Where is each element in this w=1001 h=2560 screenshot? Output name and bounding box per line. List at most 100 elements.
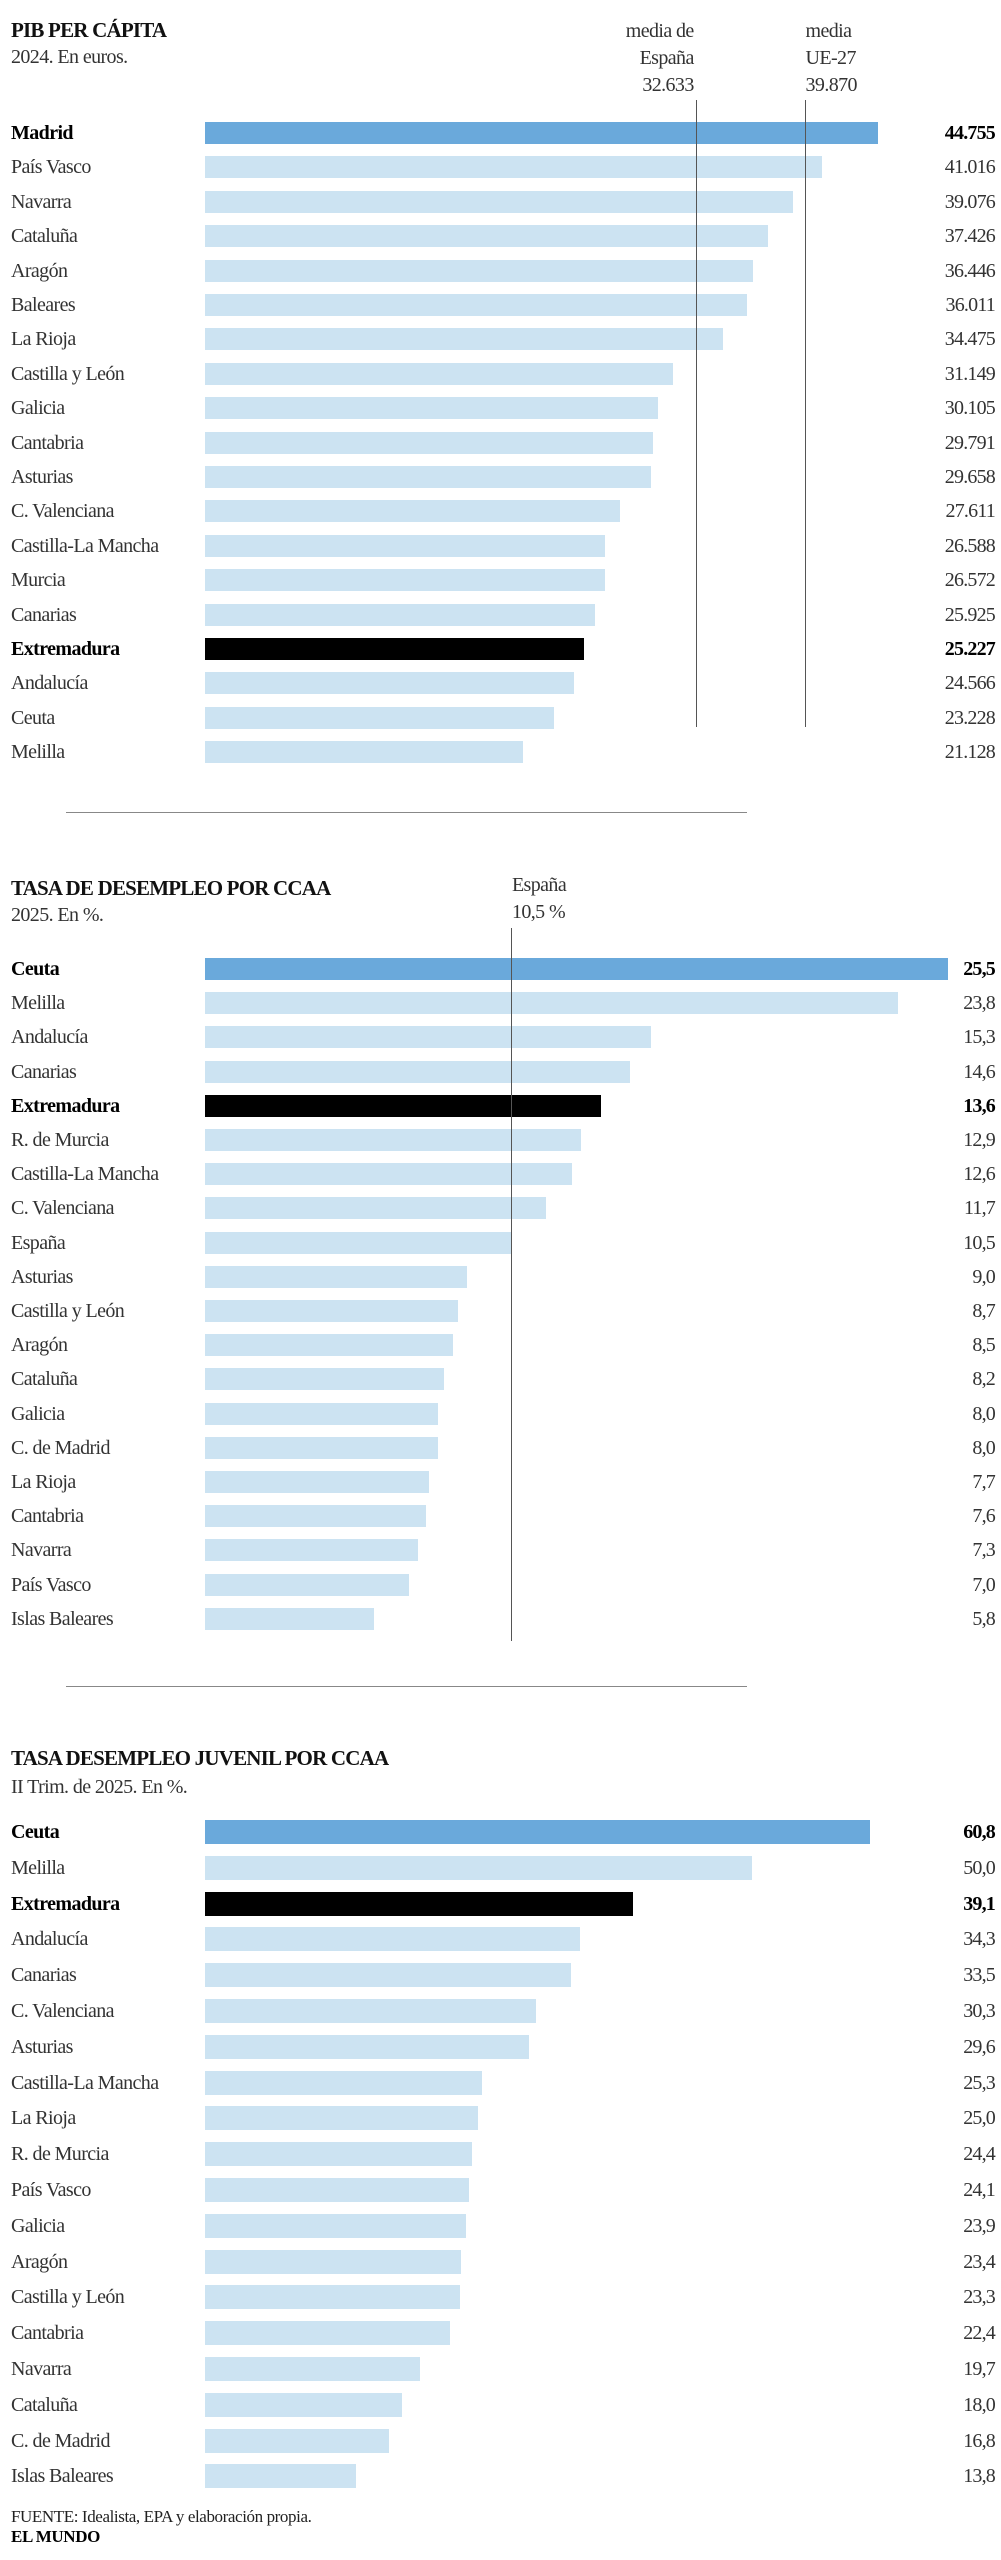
- category-label: Extremadura: [11, 1094, 120, 1117]
- category-label: Andalucía: [11, 672, 88, 695]
- bar-la-rioja: [205, 2106, 479, 2131]
- bar-castilla-la-mancha: [205, 534, 605, 557]
- value-label: 7,6: [972, 1505, 995, 1528]
- category-label: Galicia: [11, 1402, 65, 1425]
- value-label: 12,9: [963, 1129, 996, 1151]
- reference-label: media: [805, 20, 852, 42]
- reference-label: media de: [625, 20, 695, 42]
- value-label: 23,9: [963, 2214, 996, 2237]
- bar-galicia: [205, 1402, 439, 1425]
- reference-label: España: [511, 874, 567, 896]
- category-label: C. Valenciana: [11, 2000, 115, 2022]
- value-label: 30,3: [963, 2000, 996, 2022]
- value-label: 34,3: [963, 1928, 996, 1951]
- value-label: 33,5: [963, 1964, 996, 1987]
- value-label: 25.925: [944, 603, 996, 626]
- bar-castilla-y-león: [205, 362, 674, 385]
- value-label: 26.588: [944, 534, 996, 557]
- value-label: 21.128: [944, 741, 996, 764]
- bar-asturias: [205, 466, 651, 488]
- value-label: 22,4: [963, 2322, 996, 2345]
- category-label: Aragón: [11, 259, 68, 282]
- bar-cantabria: [205, 431, 653, 454]
- bar-españa: [205, 1231, 511, 1254]
- bar-cataluña: [205, 225, 768, 248]
- category-label: La Rioja: [11, 1471, 76, 1493]
- value-label: 8,5: [972, 1334, 995, 1357]
- bar-madrid: [205, 122, 878, 144]
- value-label: 25,0: [963, 2107, 996, 2130]
- source-note: FUENTE: Idealista, EPA y elaboración pro…: [11, 2507, 312, 2526]
- bar-aragón: [205, 259, 754, 282]
- value-label: 24,4: [963, 2143, 996, 2166]
- bar-castilla-la-mancha: [205, 1163, 573, 1186]
- category-label: Castilla y León: [11, 1300, 125, 1322]
- value-label: 13,8: [963, 2465, 996, 2488]
- value-label: 39.076: [944, 190, 996, 213]
- value-label: 14,6: [963, 1060, 996, 1083]
- category-label: Andalucía: [11, 1026, 88, 1049]
- value-label: 34.475: [944, 328, 996, 351]
- value-label: 8,0: [972, 1402, 995, 1425]
- category-label: R. de Murcia: [11, 2143, 109, 2166]
- category-label: Canarias: [11, 603, 77, 626]
- value-label: 15,3: [963, 1026, 996, 1049]
- bar-cataluña: [205, 2392, 402, 2417]
- value-label: 44.755: [944, 122, 996, 144]
- category-label: Castilla-La Mancha: [11, 1163, 159, 1186]
- value-label: 27.611: [945, 500, 996, 523]
- bar-cantabria: [205, 2321, 450, 2346]
- reference-line: [804, 100, 806, 727]
- value-label: 39,1: [963, 1892, 996, 1915]
- bar-asturias: [205, 2034, 529, 2059]
- value-label: 8,7: [972, 1300, 995, 1322]
- category-label: Ceuta: [11, 1821, 60, 1843]
- bar-melilla: [205, 741, 523, 764]
- value-label: 36.011: [945, 294, 996, 316]
- category-label: Cataluña: [11, 1368, 78, 1391]
- bar-navarra: [205, 190, 793, 213]
- category-label: Islas Baleares: [11, 2465, 114, 2488]
- value-label: 23,4: [963, 2250, 996, 2273]
- category-label: Asturias: [11, 1265, 73, 1288]
- reference-line: [695, 100, 697, 727]
- bar-castilla-la-mancha: [205, 2070, 482, 2095]
- bar-c-valenciana: [205, 500, 621, 523]
- bar-extremadura: [205, 1094, 602, 1117]
- bar-ceuta: [205, 958, 948, 980]
- value-label: 7,7: [972, 1471, 995, 1493]
- bar-andalucía: [205, 1927, 581, 1952]
- category-label: Cantabria: [11, 2322, 84, 2345]
- value-label: 12,6: [963, 1163, 996, 1186]
- chart-title: PIB PER CÁPITA: [11, 18, 167, 42]
- value-label: 25,5: [963, 958, 996, 980]
- value-label: 25,3: [963, 2071, 996, 2094]
- bar-r-de-murcia: [205, 2142, 472, 2167]
- section-divider: [66, 1686, 747, 1687]
- bar-aragón: [205, 2249, 461, 2274]
- value-label: 37.426: [944, 225, 996, 248]
- category-label: C. Valenciana: [11, 1197, 115, 1220]
- category-label: Navarra: [11, 2358, 72, 2380]
- category-label: Extremadura: [11, 1892, 120, 1915]
- value-label: 23.228: [944, 706, 996, 729]
- category-label: Ceuta: [11, 958, 60, 980]
- bar-melilla: [205, 1855, 752, 1880]
- bar-castilla-y-león: [205, 1300, 459, 1322]
- category-label: Melilla: [11, 1856, 65, 1879]
- value-label: 50,0: [963, 1856, 996, 1879]
- bar-ceuta: [205, 1820, 870, 1844]
- category-label: C. Valenciana: [11, 500, 115, 523]
- chart-subtitle: II Trim. de 2025. En %.: [11, 1776, 188, 1798]
- bar-c-de-madrid: [205, 2428, 389, 2453]
- value-label: 7,0: [972, 1573, 995, 1596]
- bar-navarra: [205, 2357, 421, 2381]
- value-label: 24.566: [944, 672, 996, 695]
- chart-subtitle: 2025. En %.: [11, 904, 104, 926]
- category-label: Baleares: [11, 294, 76, 316]
- value-label: 29.791: [944, 431, 996, 454]
- category-label: Canarias: [11, 1964, 77, 1987]
- category-label: País Vasco: [11, 1573, 91, 1596]
- category-label: C. de Madrid: [11, 1436, 111, 1459]
- category-label: Castilla y León: [11, 362, 125, 385]
